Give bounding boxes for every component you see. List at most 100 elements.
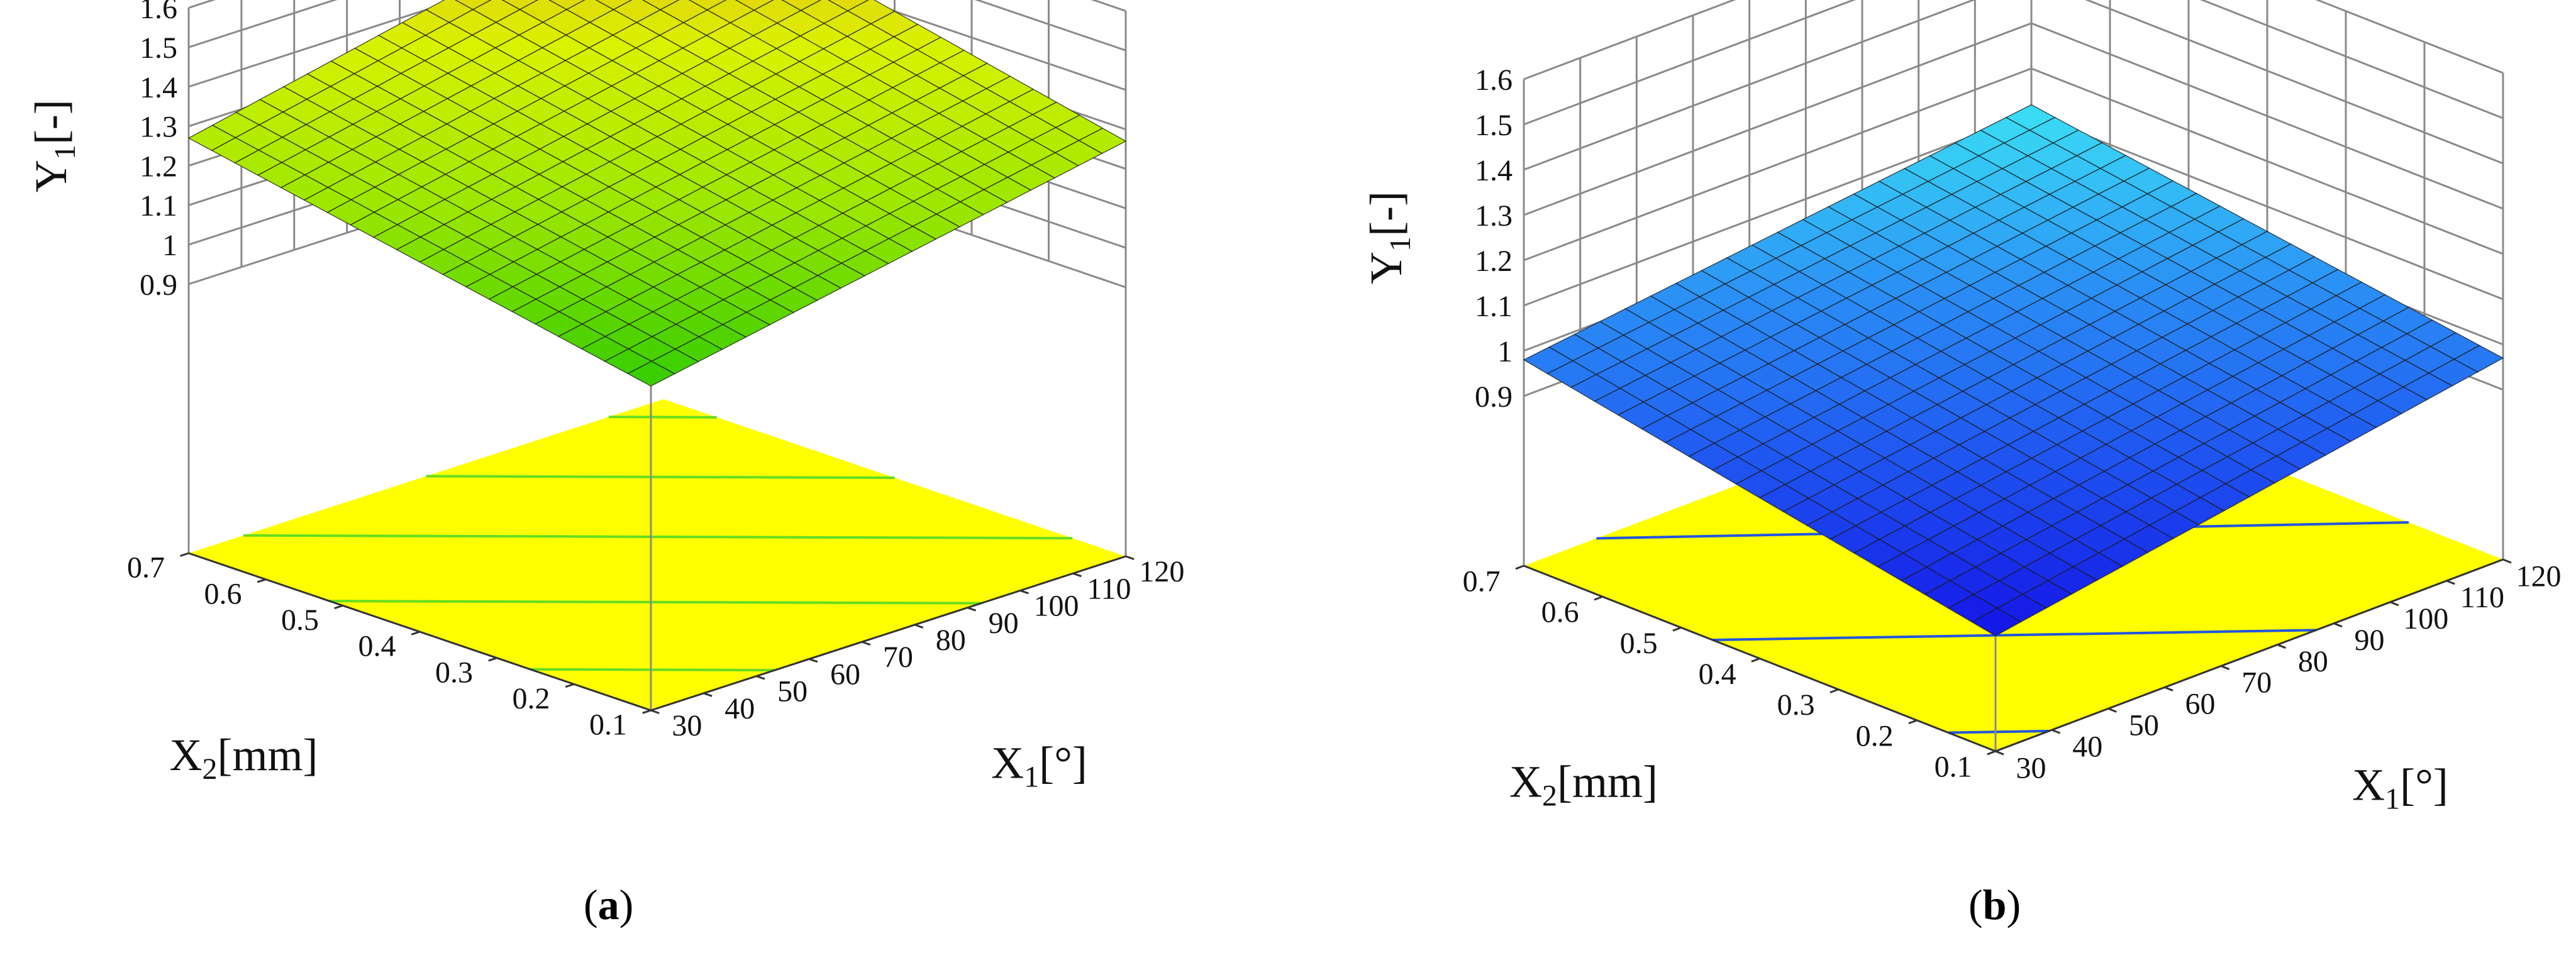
contour-line [329, 600, 982, 605]
contour-line [1948, 729, 2049, 734]
contour-line [1712, 629, 2316, 641]
x-tick-label: 110 [2460, 581, 2504, 614]
x-tick-label: 30 [672, 709, 702, 742]
contour-lines [243, 416, 1073, 672]
x-tick-mark [809, 658, 818, 663]
z-tick-label: 1.6 [1475, 63, 1513, 97]
x-axis-line [650, 555, 1126, 712]
y-tick-mark [1987, 750, 1996, 756]
y-tick-mark [180, 552, 189, 557]
y-tick-mark [334, 604, 343, 610]
y-tick-mark [1515, 565, 1524, 570]
x-tick-mark [1125, 555, 1135, 560]
y-axis-title: X2[mm] [170, 730, 318, 786]
y-tick-mark [1672, 626, 1682, 632]
z-tick-label: 1.6 [140, 0, 177, 25]
y-tick-label: 0.4 [358, 630, 396, 663]
wall-grid-line [1523, 67, 2504, 262]
z-tick-label: 1.5 [140, 31, 177, 65]
y-tick-mark [642, 709, 652, 714]
z-tick-label: 1.2 [1475, 245, 1513, 278]
y-tick-mark [1751, 658, 1760, 663]
y-tick-label: 0.2 [512, 682, 550, 715]
y-tick-mark [411, 631, 420, 636]
response-surface [187, 0, 1127, 387]
response-surface [1523, 104, 2504, 637]
y-tick-mark [1594, 595, 1603, 601]
y-tick-label: 0.3 [435, 656, 473, 689]
x-tick-label: 100 [1034, 590, 1079, 623]
x-axis-title: X1[°] [2352, 760, 2448, 816]
z-tick-label: 1.1 [140, 189, 177, 223]
x-tick-mark [914, 624, 924, 629]
x-tick-mark [2221, 665, 2230, 670]
y-tick-label: 0.5 [281, 603, 319, 637]
x-tick-label: 50 [2129, 709, 2159, 742]
x-tick-label: 110 [1087, 572, 1131, 605]
wall-grid-line [188, 0, 1126, 91]
z-tick-label: 1.4 [140, 71, 177, 104]
y-tick-label: 0.7 [127, 551, 165, 585]
y-tick-label: 0.6 [204, 577, 242, 610]
y-tick-label: 0.1 [589, 708, 627, 742]
x-tick-mark [2051, 729, 2061, 734]
y-tick-mark [257, 578, 266, 583]
z-tick-label: 1.2 [140, 150, 177, 183]
x-tick-label: 120 [1139, 555, 1184, 588]
x-tick-label: 50 [777, 675, 808, 708]
axis-titles: X1[°] X2[mm] Y1[-] [26, 99, 1087, 793]
x-tick-label: 100 [2403, 602, 2448, 636]
contour-line [426, 475, 895, 479]
contour-line [530, 668, 775, 672]
x-tick-label: 90 [989, 607, 1019, 640]
y-tick-mark [488, 657, 497, 662]
z-axis-title: Y1[-] [26, 99, 82, 192]
panel-b: 30 40 50 60 70 80 90 100 110 120 0.1 0.2 0.3 0.4 0.5 0.… [1288, 0, 2576, 953]
z-tick-label: 1.3 [1475, 199, 1513, 233]
surface-cell [626, 361, 676, 387]
contour-line [243, 534, 1073, 540]
x-tick-mark [967, 607, 977, 612]
x-tick-mark [2502, 558, 2512, 564]
x-tick-label: 40 [724, 692, 755, 725]
x-tick-mark [2446, 580, 2455, 585]
surface-cell [1971, 607, 2022, 637]
z-tick-label: 1.3 [140, 111, 177, 144]
x-tick-mark [756, 675, 765, 680]
y-tick-label: 0.5 [1620, 627, 1658, 660]
ticks: 30 40 50 60 70 80 90 100 110 120 0.1 0.2 0.3 0.4 0.5 0.… [1463, 63, 2562, 785]
x-tick-mark [2107, 707, 2117, 713]
x-tick-mark [1995, 750, 2004, 756]
x-tick-label: 80 [936, 624, 966, 657]
x-tick-mark [862, 641, 871, 646]
x-tick-label: 120 [2516, 559, 2562, 593]
wall-grid-line [1523, 22, 2504, 216]
x-tick-mark [650, 709, 660, 714]
contour-floor [189, 399, 1126, 710]
x-tick-mark [1072, 572, 1082, 578]
z-tick-label: 1 [162, 229, 177, 262]
z-tick-label: 1 [1497, 335, 1513, 368]
panel-a: 30 40 50 60 70 80 90 100 110 120 0.1 0.2 0.3 0.4 0.5 0.… [26, 0, 1184, 928]
surface-plot-b: 30 40 50 60 70 80 90 100 110 120 0.1 0.2 0.3 0.4 0.5 0.… [1361, 0, 2562, 816]
y-tick-mark [1908, 719, 1918, 725]
x-tick-label: 40 [2072, 730, 2102, 763]
y-axis-title: X2[mm] [1509, 757, 1658, 813]
wall-grid-line [1523, 0, 2504, 80]
y-tick-label: 0.7 [1463, 565, 1501, 598]
y-tick-label: 0.6 [1541, 596, 1579, 629]
x-tick-mark [2390, 601, 2399, 607]
x-tick-label: 70 [2241, 666, 2272, 700]
y-tick-label: 0.4 [1699, 658, 1736, 691]
x-tick-mark [2333, 622, 2343, 628]
x-tick-label: 60 [2185, 688, 2216, 721]
z-tick-label: 0.9 [1475, 380, 1513, 414]
y-tick-label: 0.2 [1856, 719, 1894, 752]
y-tick-label: 0.1 [1935, 751, 1972, 784]
caption-b: (b) [1968, 881, 2021, 928]
x-axis-title: X1[°] [991, 738, 1087, 794]
x-tick-mark [2277, 644, 2286, 649]
z-axis-title: Y1[-] [1361, 191, 1417, 284]
x-tick-label: 30 [2016, 751, 2046, 785]
